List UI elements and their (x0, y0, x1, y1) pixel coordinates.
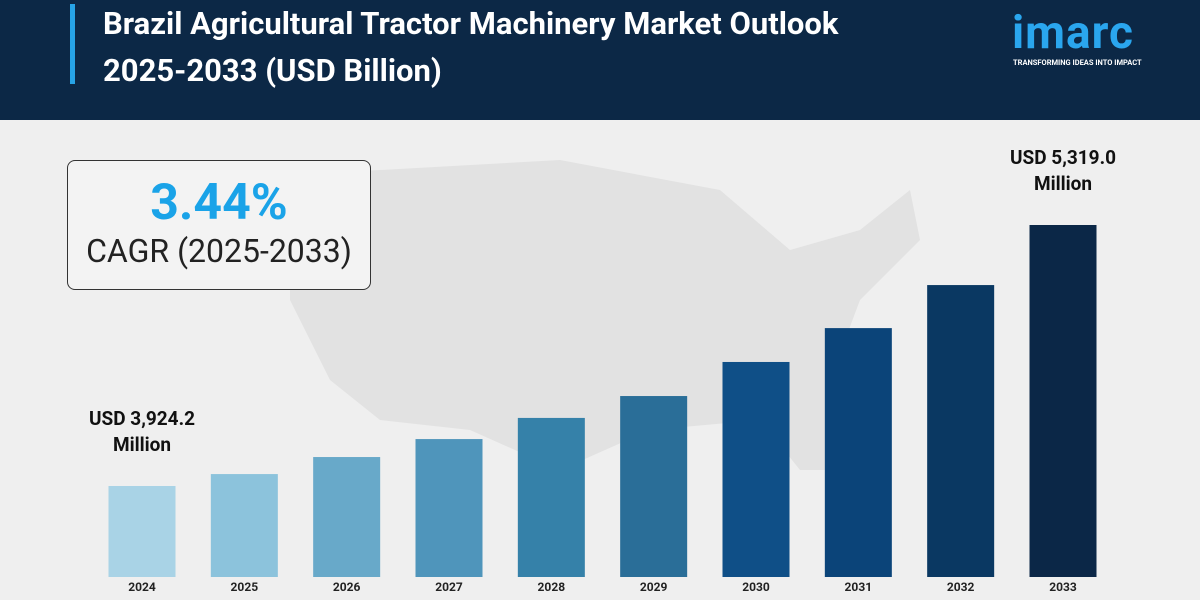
bar (517, 417, 585, 577)
chart-title: Brazil Agricultural Tractor Machinery Ma… (103, 5, 839, 89)
accent-bar (70, 4, 75, 84)
x-tick-label: 2027 (435, 580, 463, 594)
bar (415, 439, 483, 577)
bar (108, 486, 176, 577)
cagr-box: 3.44% CAGR (2025-2033) (67, 160, 371, 290)
value-label: USD 3,924.2 Million (89, 407, 195, 456)
x-tick-label: 2026 (333, 580, 361, 594)
cagr-value: 3.44% (150, 174, 288, 232)
x-tick-label: 2031 (845, 580, 873, 594)
x-tick-label: 2028 (538, 580, 566, 594)
header: Brazil Agricultural Tractor Machinery Ma… (0, 0, 1200, 120)
x-tick-label: 2033 (1049, 580, 1077, 594)
bar (313, 457, 381, 577)
logo: imarc (1012, 6, 1135, 60)
bar (927, 285, 995, 577)
bar (824, 328, 892, 577)
bar (722, 361, 790, 577)
cagr-label: CAGR (2025-2033) (86, 232, 352, 270)
x-tick-label: 2029 (640, 580, 668, 594)
x-tick-label: 2024 (128, 580, 156, 594)
x-tick-label: 2025 (231, 580, 259, 594)
logo-tagline: TRANSFORMING IDEAS INTO IMPACT (1013, 58, 1142, 67)
x-tick-label: 2032 (947, 580, 975, 594)
bar (210, 474, 278, 577)
bar (620, 396, 688, 577)
value-label: USD 5,319.0 Million (1010, 146, 1116, 195)
x-tick-label: 2030 (742, 580, 770, 594)
bar (1029, 225, 1097, 577)
